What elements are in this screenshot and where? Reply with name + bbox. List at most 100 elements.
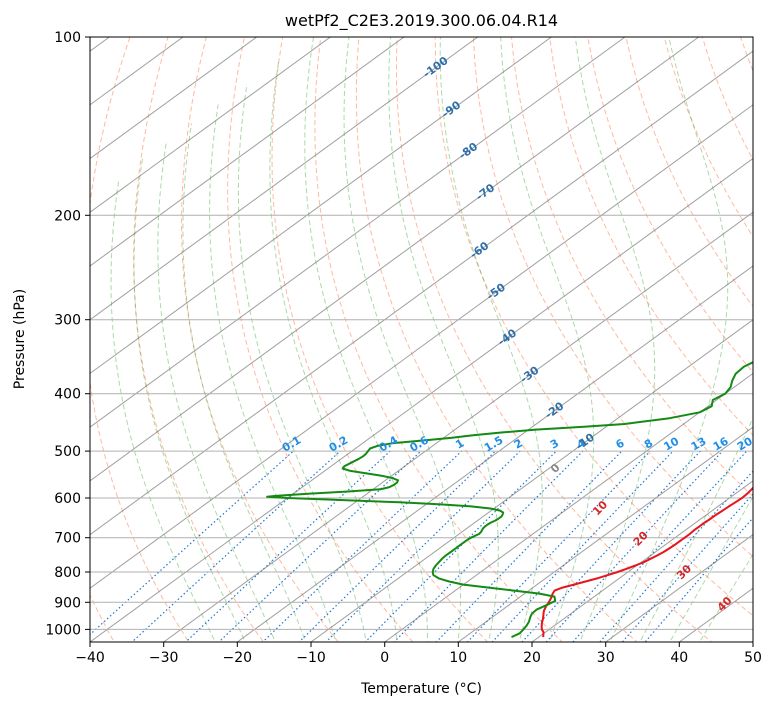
x-tick-label: −20: [223, 650, 253, 666]
moist-adiabat-line: [439, 37, 543, 642]
isotherm-line: [90, 37, 626, 428]
dry-adiabat-line: [90, 37, 115, 642]
isotherm-line: [90, 37, 699, 482]
dry-adiabat-line: [133, 37, 265, 642]
y-tick-label: 600: [54, 491, 81, 507]
isotherm-line: [531, 480, 753, 642]
y-tick-label: 100: [54, 30, 81, 46]
moist-adiabat-line: [237, 83, 367, 642]
mixing-ratio-line: [621, 493, 753, 642]
dry-adiabat-line: [472, 37, 753, 558]
mixing-ratio-line: [466, 450, 651, 642]
isotherm-line: [90, 37, 552, 375]
dry-adiabat-line: [625, 37, 753, 308]
isotherm-label: -70: [473, 181, 497, 203]
plot-frame: [89, 36, 754, 643]
isotherms: [90, 37, 753, 642]
x-tick-label: 40: [670, 650, 688, 666]
dry-adiabat-line: [314, 37, 564, 642]
moist-adiabat-line: [133, 157, 246, 642]
mixing-ratio-line: [218, 450, 422, 642]
x-tick-label: 20: [523, 650, 541, 666]
dry-adiabats: [90, 0, 775, 654]
y-tick-label: 500: [54, 444, 81, 460]
dry-adiabat-line: [227, 37, 414, 642]
dry-adiabat-line: [587, 37, 753, 373]
dry-adiabat-label: 10: [590, 498, 610, 518]
y-axis-label: Pressure (hPa): [12, 289, 28, 389]
x-tick-label: 30: [597, 650, 615, 666]
dry-adiabat-line: [180, 37, 339, 642]
dry-adiabat-line: [701, 37, 753, 161]
moist-adiabat-line: [698, 553, 753, 642]
isotherm-line: [605, 533, 753, 642]
mixing-ratio-line: [131, 450, 341, 642]
isotherm-line: [90, 37, 478, 321]
dry-adiabat-line: [395, 37, 713, 642]
mixing-ratio-line: [435, 450, 623, 642]
mixing-ratio-label: 2: [512, 437, 525, 452]
mixing-ratio-label: 20: [735, 434, 755, 453]
dry-adiabat-line: [90, 37, 190, 642]
dry-adiabat-line: [271, 37, 489, 642]
y-tick-label: 200: [54, 208, 81, 224]
isotherm-line: [384, 372, 753, 642]
dry-adiabat-label: 20: [631, 529, 651, 549]
plot-area: 0.10.20.40.611.52346810131620253036-100-…: [90, 0, 775, 654]
isotherm-line: [90, 37, 331, 213]
isotherm-line: [90, 37, 257, 160]
annotations: 0.10.20.40.611.52346810131620253036-100-…: [280, 54, 775, 614]
isotherm-label: -60: [468, 239, 492, 261]
mixing-ratio-lines: [90, 450, 753, 642]
moist-adiabat-line: [269, 61, 398, 642]
moist-adiabat-line: [110, 180, 216, 642]
dry-adiabat-line: [760, 0, 775, 654]
isotherm-line: [752, 641, 753, 642]
mixing-ratio-label: 1: [453, 437, 466, 452]
y-tick-label: 300: [54, 313, 81, 329]
moist-adiabat-line: [304, 37, 428, 642]
x-tick-label: 0: [380, 650, 389, 666]
dry-adiabat-label: 0: [548, 461, 563, 476]
moist-adiabats: [110, 37, 753, 642]
x-tick-label: −30: [149, 650, 179, 666]
dry-adiabat-line: [355, 37, 638, 642]
chart-title: wetPf2_C2E3.2019.300.06.04.R14: [285, 11, 558, 31]
dry-adiabat-line: [549, 37, 753, 437]
y-tick-label: 900: [54, 595, 81, 611]
y-tick-label: 1000: [45, 622, 81, 638]
isotherm-line: [163, 211, 753, 642]
isotherm-line: [310, 319, 753, 642]
mixing-ratio-label: 25: [760, 435, 775, 454]
x-tick-label: 50: [744, 650, 762, 666]
isotherm-label: -80: [456, 140, 480, 162]
x-tick-label: 10: [449, 650, 467, 666]
dry-adiabat-line: [663, 37, 753, 238]
isotherm-line: [458, 426, 753, 642]
y-tick-label: 400: [54, 387, 81, 403]
y-tick-label: 700: [54, 531, 81, 547]
x-axis-label: Temperature (°C): [360, 681, 482, 697]
moist-adiabat-line: [574, 37, 656, 642]
axis-ticks: −40 −30 −20 −10 0 10 20 30 40 5010020030040050060…: [45, 30, 762, 666]
isobars: [90, 37, 753, 630]
isotherm-line: [90, 37, 405, 267]
profile-series: [266, 361, 753, 639]
x-tick-label: −40: [75, 650, 105, 666]
x-tick-label: −10: [296, 650, 326, 666]
moist-adiabat-line: [343, 37, 461, 642]
mixing-ratio-line: [521, 450, 701, 642]
moist-adiabat-line: [639, 416, 753, 642]
isotherm-label: -90: [439, 98, 463, 120]
isotherm-line: [237, 265, 753, 642]
mixing-ratio-line: [325, 450, 521, 642]
mixing-ratio-label: 6: [613, 436, 626, 451]
temperature-profile: [540, 486, 753, 638]
mixing-ratio-line: [545, 450, 723, 642]
moist-adiabat-line: [209, 104, 337, 642]
isotherm-label: -100: [421, 54, 451, 81]
dry-adiabat-line: [510, 37, 753, 498]
isotherm-line: [90, 50, 753, 536]
isotherm-line: [90, 104, 753, 589]
